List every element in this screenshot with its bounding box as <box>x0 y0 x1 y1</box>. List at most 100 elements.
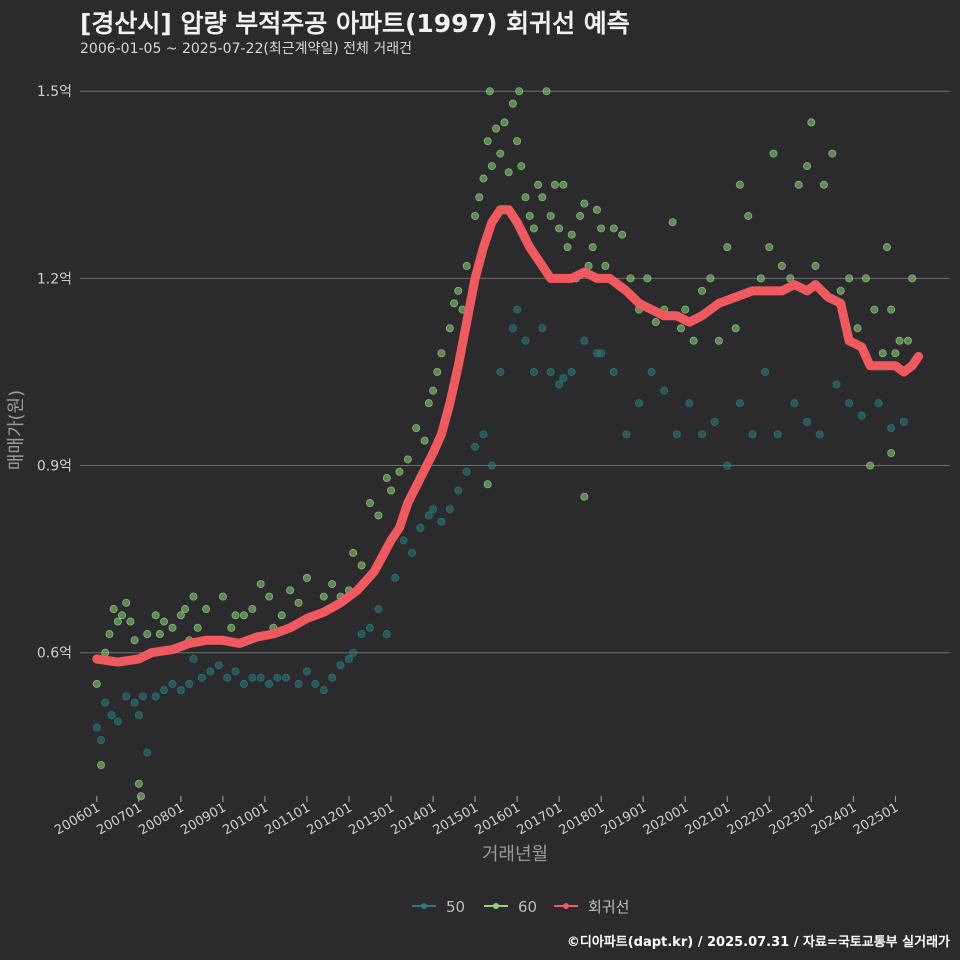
data-point-50 <box>374 605 383 614</box>
data-point-50 <box>416 523 425 532</box>
data-point-50 <box>294 679 303 688</box>
data-point-60 <box>227 623 236 632</box>
data-point-50 <box>319 686 328 695</box>
data-point-60 <box>445 324 454 333</box>
data-point-50 <box>437 517 446 526</box>
data-point-50 <box>803 417 812 426</box>
data-point-50 <box>487 461 496 470</box>
data-point-60 <box>626 274 635 283</box>
data-point-50 <box>887 424 896 433</box>
regression-path <box>92 205 923 667</box>
data-point-60 <box>807 118 816 127</box>
data-point-60 <box>357 561 366 570</box>
data-point-60 <box>546 211 555 220</box>
data-point-60 <box>525 211 534 220</box>
data-point-60 <box>181 605 190 614</box>
data-point-60 <box>887 305 896 314</box>
data-point-50 <box>391 573 400 582</box>
data-point-50 <box>92 723 101 732</box>
data-point-60 <box>576 211 585 220</box>
data-point-60 <box>504 168 513 177</box>
data-point-60 <box>870 305 879 314</box>
data-point-50 <box>647 367 656 376</box>
data-point-60 <box>756 274 765 283</box>
data-point-50 <box>845 399 854 408</box>
data-point-50 <box>151 692 160 701</box>
footer-credit: ©디아파트(dapt.kr) / 2025.07.31 / 자료=국토교통부 실… <box>566 935 950 950</box>
data-point-60 <box>908 274 917 283</box>
data-point-60 <box>412 424 421 433</box>
data-point-60 <box>151 611 160 620</box>
data-point-50 <box>538 324 547 333</box>
data-point-50 <box>281 673 290 682</box>
data-point-60 <box>580 199 589 208</box>
data-point-60 <box>515 87 524 96</box>
data-point-50 <box>382 630 391 639</box>
data-point-60 <box>105 630 114 639</box>
data-point-60 <box>136 792 145 801</box>
data-point-50 <box>710 417 719 426</box>
x-tick-label: 201201 <box>304 800 354 838</box>
x-tick-label: 201001 <box>220 800 270 838</box>
data-point-60 <box>567 230 576 239</box>
data-point-60 <box>256 580 265 589</box>
legend-key-dot <box>493 903 499 909</box>
data-point-50 <box>832 380 841 389</box>
data-point-50 <box>273 673 282 682</box>
data-point-50 <box>107 711 116 720</box>
x-tick-label: 201701 <box>515 800 565 838</box>
data-point-60 <box>437 349 446 358</box>
data-point-50 <box>197 673 206 682</box>
data-point-60 <box>155 630 164 639</box>
regression-line <box>92 205 923 667</box>
data-point-60 <box>475 193 484 202</box>
data-point-60 <box>803 162 812 171</box>
legend-label: 50 <box>446 898 465 916</box>
data-point-60 <box>479 174 488 183</box>
data-point-60 <box>609 224 618 233</box>
data-point-60 <box>853 324 862 333</box>
y-axis-title: 매매가(원) <box>6 390 27 470</box>
data-point-60 <box>878 349 887 358</box>
data-point-60 <box>319 592 328 601</box>
x-axis-title: 거래년월 <box>482 844 548 865</box>
data-point-60 <box>382 474 391 483</box>
data-point-60 <box>471 211 480 220</box>
data-point-50 <box>97 736 106 745</box>
data-point-60 <box>706 274 715 283</box>
data-point-60 <box>239 611 248 620</box>
data-point-60 <box>328 580 337 589</box>
data-point-60 <box>189 592 198 601</box>
data-point-60 <box>521 193 530 202</box>
data-point-50 <box>609 367 618 376</box>
data-point-50 <box>256 673 265 682</box>
data-point-50 <box>479 430 488 439</box>
data-point-50 <box>223 673 232 682</box>
data-point-50 <box>265 679 274 688</box>
data-point-60 <box>202 605 211 614</box>
data-point-50 <box>597 349 606 358</box>
data-point-50 <box>748 430 757 439</box>
chart-subtitle: 2006-01-05 ~ 2025-07-22(최근계약일) 전체 거래건 <box>80 41 412 57</box>
data-point-50 <box>160 686 169 695</box>
data-point-50 <box>206 667 215 676</box>
data-point-60 <box>517 162 526 171</box>
x-tick-label: 202501 <box>851 800 901 838</box>
data-point-60 <box>193 623 202 632</box>
y-axis-ticks: 0.6억 0.9억 1.2억 1.5억 <box>37 84 72 662</box>
data-point-50 <box>761 367 770 376</box>
data-point-50 <box>790 399 799 408</box>
data-point-50 <box>454 486 463 495</box>
gridlines <box>80 90 950 654</box>
data-point-60 <box>618 230 627 239</box>
data-point-60 <box>143 630 152 639</box>
data-point-60 <box>895 336 904 345</box>
data-point-50 <box>357 630 366 639</box>
data-point-60 <box>349 548 358 557</box>
x-tick-label: 201401 <box>389 800 439 838</box>
data-point-60 <box>492 124 501 133</box>
data-point-50 <box>508 324 517 333</box>
data-point-60 <box>483 137 492 146</box>
data-point-60 <box>681 305 690 314</box>
